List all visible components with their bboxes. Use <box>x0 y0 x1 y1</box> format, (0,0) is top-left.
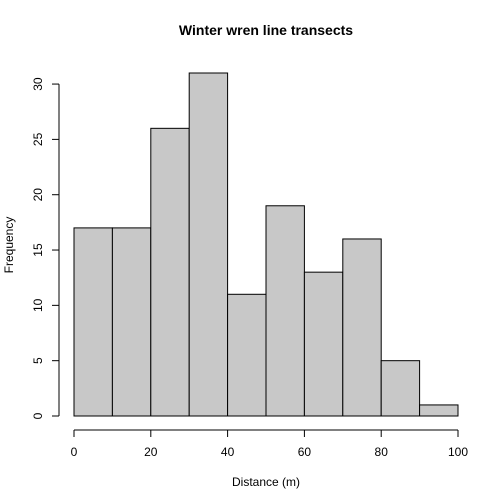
y-tick-label: 10 <box>31 298 45 312</box>
x-tick-label: 60 <box>298 445 312 459</box>
histogram-bar-10-20 <box>111 227 152 417</box>
bars-group <box>73 72 459 417</box>
histogram-bar-90-100 <box>419 404 459 417</box>
y-tick-label: 25 <box>31 132 45 146</box>
histogram-bar-60-70 <box>303 271 344 417</box>
y-axis: 0 5 10 15 20 25 30 <box>31 77 60 419</box>
y-tick-label: 5 <box>31 357 45 364</box>
x-tick-label: 80 <box>375 445 389 459</box>
x-tick-label: 40 <box>221 445 235 459</box>
x-axis-label: Distance (m) <box>232 475 300 489</box>
histogram-bar-50-60 <box>265 205 305 417</box>
x-tick-label: 100 <box>448 445 468 459</box>
histogram-bar-30-40 <box>188 72 229 417</box>
x-tick-label: 0 <box>71 445 78 459</box>
histogram-bar-0-10 <box>73 227 113 417</box>
histogram-bar-70-80 <box>342 238 382 417</box>
y-tick-label: 0 <box>31 412 45 419</box>
histogram-bar-40-50 <box>227 293 267 417</box>
histogram-bar-20-30 <box>150 127 190 417</box>
y-tick-label: 30 <box>31 77 45 91</box>
x-axis: 0 20 40 60 80 100 <box>71 429 468 459</box>
histogram-bar-80-90 <box>380 360 421 417</box>
y-tick-label: 20 <box>31 188 45 202</box>
x-tick-label: 20 <box>144 445 158 459</box>
y-axis-label: Frequency <box>2 217 16 274</box>
chart-title: Winter wren line transects <box>179 22 353 38</box>
y-tick-label: 15 <box>31 243 45 257</box>
